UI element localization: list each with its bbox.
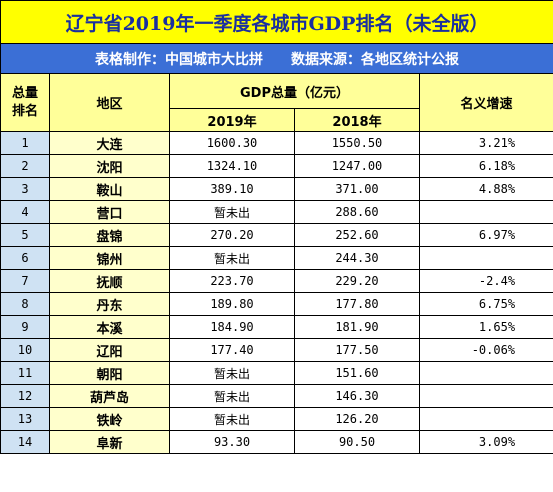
gdp-2018-cell: 177.80 xyxy=(294,292,420,316)
header-2018: 2018年 xyxy=(294,108,420,132)
table-row: 6 锦州 暂未出 244.30 xyxy=(0,246,553,270)
city-cell: 盘锦 xyxy=(49,223,170,247)
growth-cell xyxy=(418,246,553,270)
rank-cell: 9 xyxy=(0,315,50,339)
gdp-2018-cell: 252.60 xyxy=(294,223,420,247)
city-cell: 阜新 xyxy=(49,430,170,454)
rank-cell: 2 xyxy=(0,154,50,178)
table-row: 8 丹东 189.80 177.80 6.75% xyxy=(0,292,553,316)
gdp-2018-cell: 90.50 xyxy=(294,430,420,454)
city-cell: 铁岭 xyxy=(49,407,170,431)
header-2019: 2019年 xyxy=(169,108,295,132)
city-cell: 葫芦岛 xyxy=(49,384,170,408)
rank-cell: 5 xyxy=(0,223,50,247)
gdp-2019-cell: 93.30 xyxy=(169,430,295,454)
growth-cell: -0.06% xyxy=(418,338,553,362)
table-row: 7 抚顺 223.70 229.20 -2.4% xyxy=(0,269,553,293)
gdp-2018-cell: 151.60 xyxy=(294,361,420,385)
table-row: 2 沈阳 1324.10 1247.00 6.18% xyxy=(0,154,553,178)
city-cell: 营口 xyxy=(49,200,170,224)
header-gdp: GDP总量（亿元） xyxy=(169,73,420,109)
gdp-2019-cell: 暂未出 xyxy=(169,246,295,270)
table-row: 3 鞍山 389.10 371.00 4.88% xyxy=(0,177,553,201)
rank-cell: 7 xyxy=(0,269,50,293)
table-row: 5 盘锦 270.20 252.60 6.97% xyxy=(0,223,553,247)
growth-cell: 6.97% xyxy=(418,223,553,247)
table-row: 13 铁岭 暂未出 126.20 xyxy=(0,407,553,431)
rank-cell: 1 xyxy=(0,131,50,155)
rank-cell: 13 xyxy=(0,407,50,431)
city-cell: 鞍山 xyxy=(49,177,170,201)
gdp-2019-cell: 389.10 xyxy=(169,177,295,201)
table-row: 1 大连 1600.30 1550.50 3.21% xyxy=(0,131,553,155)
gdp-2018-cell: 177.50 xyxy=(294,338,420,362)
table-row: 12 葫芦岛 暂未出 146.30 xyxy=(0,384,553,408)
rank-cell: 12 xyxy=(0,384,50,408)
gdp-2018-cell: 1550.50 xyxy=(294,131,420,155)
gdp-2019-cell: 暂未出 xyxy=(169,361,295,385)
gdp-2018-cell: 244.30 xyxy=(294,246,420,270)
rank-cell: 3 xyxy=(0,177,50,201)
header-region: 地区 xyxy=(49,73,170,132)
table-subtitle: 表格制作：中国城市大比拼 数据来源：各地区统计公报 xyxy=(0,43,553,74)
growth-cell xyxy=(418,361,553,385)
gdp-2019-cell: 暂未出 xyxy=(169,384,295,408)
growth-cell xyxy=(418,200,553,224)
city-cell: 辽阳 xyxy=(49,338,170,362)
growth-cell: 6.75% xyxy=(418,292,553,316)
header-rank: 总量排名 xyxy=(0,73,50,132)
city-cell: 朝阳 xyxy=(49,361,170,385)
gdp-2019-cell: 184.90 xyxy=(169,315,295,339)
gdp-2018-cell: 1247.00 xyxy=(294,154,420,178)
gdp-ranking-table: 辽宁省2019年一季度各城市GDP排名（未全版） 表格制作：中国城市大比拼 数据… xyxy=(0,0,553,454)
rank-cell: 6 xyxy=(0,246,50,270)
rank-cell: 11 xyxy=(0,361,50,385)
growth-cell: 6.18% xyxy=(418,154,553,178)
rank-cell: 8 xyxy=(0,292,50,316)
table-row: 14 阜新 93.30 90.50 3.09% xyxy=(0,430,553,454)
gdp-2019-cell: 270.20 xyxy=(169,223,295,247)
gdp-2018-cell: 371.00 xyxy=(294,177,420,201)
gdp-2019-cell: 177.40 xyxy=(169,338,295,362)
growth-cell: 3.21% xyxy=(418,131,553,155)
table-row: 4 营口 暂未出 288.60 xyxy=(0,200,553,224)
gdp-2018-cell: 146.30 xyxy=(294,384,420,408)
gdp-2018-cell: 229.20 xyxy=(294,269,420,293)
gdp-2019-cell: 暂未出 xyxy=(169,200,295,224)
gdp-2019-cell: 1324.10 xyxy=(169,154,295,178)
gdp-2019-cell: 189.80 xyxy=(169,292,295,316)
table-row: 11 朝阳 暂未出 151.60 xyxy=(0,361,553,385)
city-cell: 本溪 xyxy=(49,315,170,339)
gdp-2019-cell: 223.70 xyxy=(169,269,295,293)
growth-cell xyxy=(418,384,553,408)
gdp-2019-cell: 1600.30 xyxy=(169,131,295,155)
growth-cell: 1.65% xyxy=(418,315,553,339)
rank-cell: 10 xyxy=(0,338,50,362)
table-title: 辽宁省2019年一季度各城市GDP排名（未全版） xyxy=(0,0,553,44)
table-row: 9 本溪 184.90 181.90 1.65% xyxy=(0,315,553,339)
city-cell: 丹东 xyxy=(49,292,170,316)
header-growth: 名义增速 xyxy=(418,73,553,132)
gdp-2019-cell: 暂未出 xyxy=(169,407,295,431)
gdp-2018-cell: 181.90 xyxy=(294,315,420,339)
city-cell: 大连 xyxy=(49,131,170,155)
table-row: 10 辽阳 177.40 177.50 -0.06% xyxy=(0,338,553,362)
city-cell: 抚顺 xyxy=(49,269,170,293)
growth-cell: 4.88% xyxy=(418,177,553,201)
gdp-2018-cell: 288.60 xyxy=(294,200,420,224)
growth-cell: -2.4% xyxy=(418,269,553,293)
gdp-2018-cell: 126.20 xyxy=(294,407,420,431)
city-cell: 锦州 xyxy=(49,246,170,270)
rank-cell: 4 xyxy=(0,200,50,224)
growth-cell: 3.09% xyxy=(418,430,553,454)
city-cell: 沈阳 xyxy=(49,154,170,178)
rank-cell: 14 xyxy=(0,430,50,454)
growth-cell xyxy=(418,407,553,431)
